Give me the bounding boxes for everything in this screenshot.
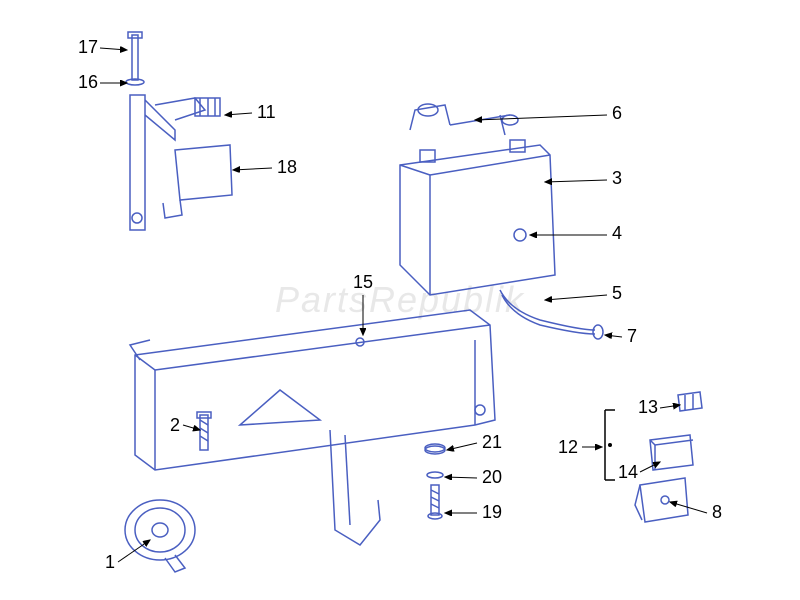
callout-17: 17 (78, 37, 98, 58)
callout-21: 21 (482, 432, 502, 453)
callout-11: 11 (257, 102, 276, 123)
parts-diagram: PartsRepublik (0, 0, 800, 600)
screw-2-part (197, 412, 211, 450)
callout-19: 19 (482, 502, 502, 523)
main-rail-part (130, 310, 495, 545)
parts-svg (0, 0, 800, 600)
callout-5: 5 (612, 283, 622, 304)
leader-lines (100, 48, 707, 562)
callout-20: 20 (482, 467, 502, 488)
callout-4: 4 (612, 223, 622, 244)
battery-part (400, 104, 603, 339)
callout-13: 13 (638, 397, 658, 418)
callout-8: 8 (712, 502, 722, 523)
top-bracket-part (126, 32, 232, 230)
callout-1: 1 (105, 552, 115, 573)
callout-15: 15 (353, 272, 373, 293)
callout-18: 18 (277, 157, 297, 178)
callout-6: 6 (612, 103, 622, 124)
callout-7: 7 (627, 326, 637, 347)
callout-16: 16 (78, 72, 98, 93)
horn-part (125, 500, 195, 572)
callout-2: 2 (170, 415, 180, 436)
callout-3: 3 (612, 168, 622, 189)
watermark: PartsRepublik (275, 279, 525, 321)
callout-14: 14 (618, 462, 638, 483)
callout-12: 12 (558, 437, 578, 458)
bottom-bolt-part (425, 444, 445, 519)
